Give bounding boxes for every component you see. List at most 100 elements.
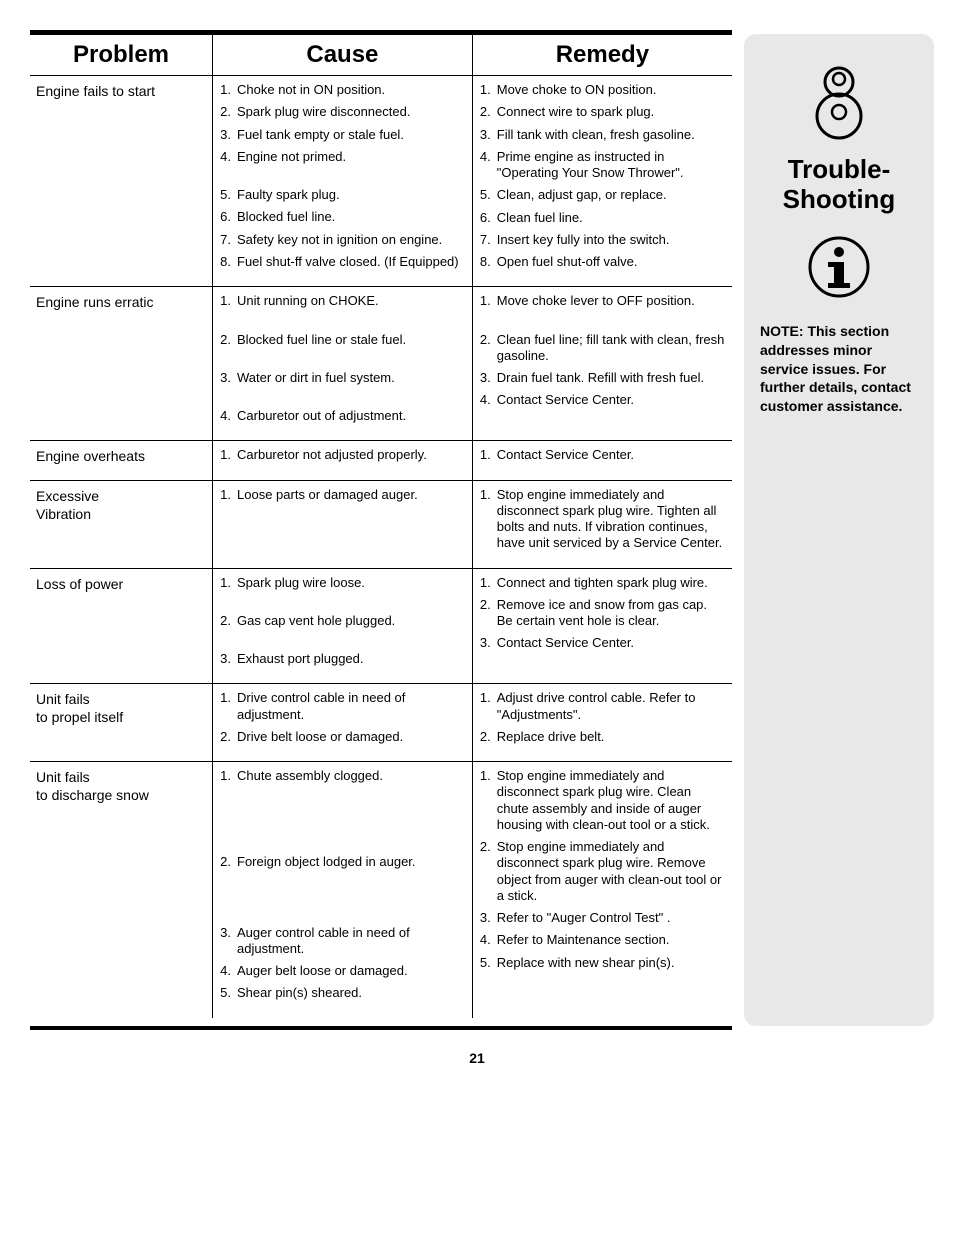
list-number: 4. [479,932,497,948]
list-text: Remove ice and snow from gas cap. Be cer… [497,597,726,630]
list-text: Clean fuel line. [497,210,726,226]
list-text: Clean fuel line; fill tank with clean, f… [497,332,726,365]
list-item: 6.Blocked fuel line. [219,209,466,225]
numbered-list: 1.Contact Service Center. [479,447,726,463]
list-item: 1.Choke not in ON position. [219,82,466,98]
list-number: 1. [479,293,497,309]
list-item: 3.Water or dirt in fuel system. [219,370,466,386]
chapter-title: Trouble-Shooting [756,155,922,215]
list-item: 1.Carburetor not adjusted properly. [219,447,466,463]
remedy-cell: 1.Adjust drive control cable. Refer to "… [472,684,732,762]
list-text: Drive control cable in need of adjustmen… [237,690,466,723]
list-text: Replace drive belt. [497,729,726,745]
list-number: 2. [219,613,237,629]
list-text: Connect wire to spark plug. [497,104,726,120]
list-number: 2. [219,854,237,870]
list-number: 6. [479,210,497,226]
remedy-cell: 1.Connect and tighten spark plug wire. 2.… [472,568,732,684]
list-item: 2.Foreign object lodged in auger. [219,854,466,870]
list-number: 4. [219,963,237,979]
list-number: 2. [479,332,497,365]
list-text: Stop engine immediately and disconnect s… [497,768,726,833]
page-layout: ProblemCauseRemedy Engine fails to start… [0,0,954,1040]
list-item: 1.Adjust drive control cable. Refer to "… [479,690,726,723]
chapter-number-icon [809,64,869,147]
list-text: Clean, adjust gap, or replace. [497,187,726,203]
list-number: 7. [479,232,497,248]
list-item: 1.Unit running on CHOKE. [219,293,466,309]
numbered-list: 1.Drive control cable in need of adjustm… [219,690,466,745]
main-column: ProblemCauseRemedy Engine fails to start… [30,30,732,1030]
list-item: 3.Fuel tank empty or stale fuel. [219,127,466,143]
cause-cell: 1.Unit running on CHOKE.2.Blocked fuel l… [213,287,473,441]
list-item: 1.Drive control cable in need of adjustm… [219,690,466,723]
list-item: 2.Drive belt loose or damaged. [219,729,466,745]
list-item: 1.Move choke to ON position. [479,82,726,98]
list-number: 4. [219,408,237,424]
table-row: Engine fails to start1.Choke not in ON p… [30,76,732,287]
list-number: 1. [219,487,237,503]
list-text: Unit running on CHOKE. [237,293,466,309]
list-text: Faulty spark plug. [237,187,466,203]
list-number: 4. [479,149,497,182]
problem-cell: Engine runs erratic [30,287,213,441]
numbered-list: 1.Spark plug wire loose.2.Gas cap vent h… [219,575,466,668]
numbered-list: 1.Loose parts or damaged auger. [219,487,466,503]
list-text: Fuel shut-ff valve closed. (If Equipped) [237,254,466,270]
list-item: 2.Spark plug wire disconnected. [219,104,466,120]
list-number: 5. [219,985,237,1001]
list-item: 1.Connect and tighten spark plug wire. [479,575,726,591]
list-number: 1. [219,293,237,309]
problem-cell: Engine overheats [30,441,213,480]
problem-cell: Unit failsto discharge snow [30,762,213,1018]
list-text: Drain fuel tank. Refill with fresh fuel. [497,370,726,386]
list-number: 1. [479,487,497,552]
list-number: 1. [219,768,237,784]
list-text: Exhaust port plugged. [237,651,466,667]
list-text: Spark plug wire disconnected. [237,104,466,120]
list-text: Refer to Maintenance section. [497,932,726,948]
list-number: 2. [219,729,237,745]
list-item: 1.Stop engine immediately and disconnect… [479,487,726,552]
list-text: Refer to "Auger Control Test" . [497,910,726,926]
numbered-list: 1.Choke not in ON position. 2.Spark plug … [219,82,466,270]
list-number: 2. [219,332,237,348]
list-item: 8.Fuel shut-ff valve closed. (If Equippe… [219,254,466,270]
list-item: 3.Exhaust port plugged. [219,651,466,667]
list-number: 2. [219,104,237,120]
list-number: 4. [479,392,497,408]
list-number: 2. [479,729,497,745]
table-body: Engine fails to start1.Choke not in ON p… [30,76,732,1018]
list-item: 6.Clean fuel line. [479,210,726,226]
troubleshoot-table: ProblemCauseRemedy Engine fails to start… [30,34,732,1018]
list-number: 1. [479,82,497,98]
column-header: Problem [30,35,213,76]
list-number: 2. [479,104,497,120]
list-item: 5.Shear pin(s) sheared. [219,985,466,1001]
list-number: 8. [479,254,497,270]
list-item: 3.Contact Service Center. [479,635,726,651]
list-number: 7. [219,232,237,248]
list-item: 1.Loose parts or damaged auger. [219,487,466,503]
table-row: Loss of power1.Spark plug wire loose.2.G… [30,568,732,684]
table-row: Unit failsto propel itself1.Drive contro… [30,684,732,762]
list-item: 8.Open fuel shut-off valve. [479,254,726,270]
list-item: 1.Chute assembly clogged. [219,768,466,784]
list-text: Auger control cable in need of adjustmen… [237,925,466,958]
table-row: Engine runs erratic1.Unit running on CHO… [30,287,732,441]
table-row: ExcessiveVibration1.Loose parts or damag… [30,480,732,568]
list-text: Contact Service Center. [497,392,726,408]
cause-cell: 1.Loose parts or damaged auger. [213,480,473,568]
problem-cell: Unit failsto propel itself [30,684,213,762]
remedy-cell: 1.Stop engine immediately and disconnect… [472,480,732,568]
list-text: Fill tank with clean, fresh gasoline. [497,127,726,143]
list-item: 5.Clean, adjust gap, or replace. [479,187,726,203]
list-item: 1.Stop engine immediately and disconnect… [479,768,726,833]
list-number: 2. [479,597,497,630]
remedy-cell: 1.Move choke lever to OFF position.2.Cle… [472,287,732,441]
list-text: Stop engine immediately and disconnect s… [497,487,726,552]
list-item: 3.Drain fuel tank. Refill with fresh fue… [479,370,726,386]
list-item: 1.Spark plug wire loose. [219,575,466,591]
list-item: 4.Refer to Maintenance section. [479,932,726,948]
remedy-cell: 1.Move choke to ON position. 2.Connect wi… [472,76,732,287]
